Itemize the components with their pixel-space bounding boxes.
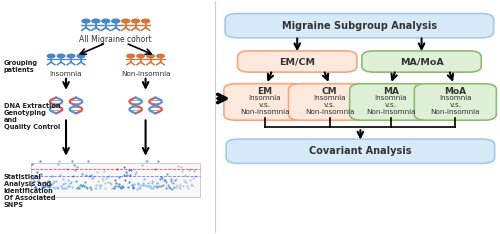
Text: EM: EM [258,87,272,96]
Text: Non-insomnia: Non-insomnia [121,71,170,77]
Text: Migraine Subgroup Analysis: Migraine Subgroup Analysis [282,21,437,31]
Circle shape [132,19,140,23]
Circle shape [82,19,90,23]
Text: EM/CM: EM/CM [279,57,315,66]
Text: Covariant Analysis: Covariant Analysis [309,146,412,156]
Text: Grouping
patients: Grouping patients [4,60,38,73]
Circle shape [77,54,84,58]
FancyBboxPatch shape [226,139,494,163]
Circle shape [92,19,100,23]
Text: Insomnia
v.s.
Non-insomnia: Insomnia v.s. Non-insomnia [305,88,354,115]
Text: All Migraine cohort: All Migraine cohort [80,35,152,44]
FancyBboxPatch shape [224,84,306,120]
Circle shape [102,19,110,23]
FancyBboxPatch shape [288,84,370,120]
Text: MoA: MoA [444,87,466,96]
Circle shape [142,19,150,23]
Text: CM: CM [322,87,338,96]
Bar [31,163,200,197]
Text: Insomnia
v.s.
Non-insomnia: Insomnia v.s. Non-insomnia [430,88,480,115]
Circle shape [58,54,65,58]
FancyBboxPatch shape [362,51,481,72]
Circle shape [112,19,120,23]
Text: DNA Extraction
Genotyping
and
Quality Control: DNA Extraction Genotyping and Quality Co… [4,103,60,131]
Text: Statistical
Analysis and
Identification
Of Associated
SNPS: Statistical Analysis and Identification … [4,174,56,208]
FancyBboxPatch shape [414,84,496,120]
FancyBboxPatch shape [238,51,357,72]
Circle shape [68,54,74,58]
Text: Insomnia
v.s.
Non-insomnia: Insomnia v.s. Non-insomnia [366,88,416,115]
Circle shape [157,54,164,58]
Circle shape [48,54,55,58]
Text: MA: MA [382,87,398,96]
FancyBboxPatch shape [350,84,432,120]
Text: Insomnia: Insomnia [50,71,82,77]
Circle shape [137,54,144,58]
FancyBboxPatch shape [225,14,493,38]
Circle shape [122,19,130,23]
Text: Insomnia
v.s.
Non-insomnia: Insomnia v.s. Non-insomnia [240,88,290,115]
Circle shape [147,54,154,58]
Circle shape [127,54,134,58]
Text: MA/MoA: MA/MoA [400,57,444,66]
